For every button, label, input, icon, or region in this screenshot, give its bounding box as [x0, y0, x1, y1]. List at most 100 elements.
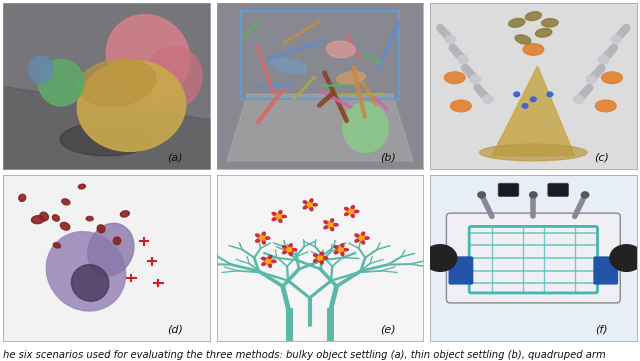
- Ellipse shape: [268, 263, 271, 267]
- Ellipse shape: [262, 240, 266, 244]
- Ellipse shape: [509, 18, 525, 27]
- Ellipse shape: [282, 246, 287, 249]
- Circle shape: [581, 192, 589, 198]
- Ellipse shape: [334, 251, 339, 254]
- Circle shape: [483, 95, 493, 104]
- Ellipse shape: [268, 255, 271, 260]
- Ellipse shape: [271, 260, 276, 262]
- Ellipse shape: [61, 199, 70, 205]
- Ellipse shape: [282, 251, 287, 254]
- Ellipse shape: [479, 144, 587, 161]
- Ellipse shape: [78, 59, 156, 106]
- Circle shape: [611, 35, 621, 44]
- Circle shape: [338, 248, 343, 252]
- Circle shape: [317, 256, 323, 260]
- Ellipse shape: [523, 44, 543, 55]
- Ellipse shape: [451, 100, 471, 112]
- Ellipse shape: [53, 243, 61, 248]
- Ellipse shape: [303, 201, 308, 204]
- Ellipse shape: [337, 71, 365, 84]
- Ellipse shape: [19, 194, 26, 201]
- Ellipse shape: [330, 227, 333, 231]
- FancyBboxPatch shape: [498, 183, 519, 196]
- Circle shape: [307, 203, 312, 207]
- Ellipse shape: [343, 248, 348, 251]
- Circle shape: [445, 35, 456, 44]
- Ellipse shape: [278, 218, 282, 222]
- Ellipse shape: [334, 246, 339, 249]
- Circle shape: [478, 192, 485, 198]
- Ellipse shape: [28, 56, 53, 83]
- Ellipse shape: [515, 35, 531, 44]
- Ellipse shape: [312, 204, 317, 206]
- Ellipse shape: [326, 41, 355, 58]
- Ellipse shape: [289, 252, 292, 256]
- Ellipse shape: [52, 215, 60, 221]
- Ellipse shape: [289, 244, 292, 248]
- Ellipse shape: [31, 216, 44, 224]
- Circle shape: [349, 209, 353, 213]
- Ellipse shape: [362, 240, 365, 244]
- Ellipse shape: [602, 72, 622, 83]
- Circle shape: [260, 236, 264, 240]
- Ellipse shape: [262, 262, 266, 265]
- Circle shape: [531, 97, 536, 102]
- Ellipse shape: [262, 232, 266, 236]
- Ellipse shape: [364, 237, 369, 239]
- Ellipse shape: [340, 244, 344, 248]
- Ellipse shape: [355, 239, 360, 242]
- Ellipse shape: [536, 29, 552, 37]
- Text: (b): (b): [380, 152, 396, 162]
- FancyBboxPatch shape: [548, 183, 568, 196]
- Text: (d): (d): [167, 325, 183, 335]
- Ellipse shape: [344, 208, 349, 210]
- Circle shape: [276, 214, 281, 218]
- Circle shape: [586, 75, 596, 83]
- Circle shape: [287, 248, 291, 252]
- Ellipse shape: [40, 212, 49, 221]
- Ellipse shape: [262, 257, 266, 261]
- Circle shape: [610, 245, 640, 271]
- Ellipse shape: [272, 212, 276, 216]
- Circle shape: [359, 236, 364, 240]
- Ellipse shape: [265, 237, 270, 239]
- Ellipse shape: [351, 213, 355, 217]
- Ellipse shape: [281, 215, 286, 218]
- Ellipse shape: [97, 225, 105, 233]
- Ellipse shape: [323, 257, 328, 259]
- Ellipse shape: [72, 265, 109, 301]
- Ellipse shape: [38, 60, 84, 106]
- Ellipse shape: [120, 211, 129, 217]
- Circle shape: [598, 55, 609, 64]
- Ellipse shape: [541, 19, 558, 27]
- Ellipse shape: [320, 252, 323, 256]
- Ellipse shape: [320, 260, 323, 264]
- Ellipse shape: [144, 46, 202, 109]
- Ellipse shape: [60, 222, 70, 230]
- Ellipse shape: [344, 212, 349, 216]
- Circle shape: [458, 55, 468, 64]
- Ellipse shape: [303, 206, 308, 209]
- Ellipse shape: [355, 234, 360, 237]
- Polygon shape: [227, 94, 413, 161]
- Ellipse shape: [310, 207, 313, 211]
- Ellipse shape: [106, 15, 190, 97]
- Circle shape: [573, 95, 584, 104]
- Circle shape: [470, 75, 481, 83]
- Ellipse shape: [60, 123, 153, 156]
- FancyBboxPatch shape: [593, 256, 618, 284]
- Circle shape: [547, 92, 553, 97]
- FancyBboxPatch shape: [449, 256, 474, 284]
- Ellipse shape: [343, 103, 388, 152]
- Ellipse shape: [310, 199, 313, 203]
- Text: (f): (f): [595, 325, 608, 335]
- Ellipse shape: [88, 223, 134, 276]
- Ellipse shape: [324, 226, 328, 229]
- Circle shape: [328, 223, 333, 227]
- Ellipse shape: [362, 232, 365, 236]
- Ellipse shape: [595, 100, 616, 112]
- FancyBboxPatch shape: [447, 213, 620, 303]
- Ellipse shape: [272, 217, 276, 221]
- Ellipse shape: [314, 254, 318, 257]
- Ellipse shape: [278, 210, 282, 214]
